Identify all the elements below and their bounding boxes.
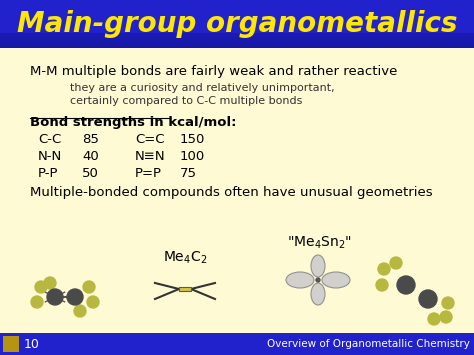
- Bar: [0, 14, 474, 15]
- Text: M-M multiple bonds are fairly weak and rather reactive: M-M multiple bonds are fairly weak and r…: [30, 65, 397, 78]
- Text: Bond strengths in kcal/mol:: Bond strengths in kcal/mol:: [30, 116, 237, 129]
- Text: Me$_4$C$_2$: Me$_4$C$_2$: [163, 250, 207, 266]
- Ellipse shape: [322, 272, 350, 288]
- Bar: [0, 33, 474, 34]
- Circle shape: [35, 281, 47, 293]
- Bar: [0, 38, 474, 39]
- Bar: [0, 41, 474, 42]
- Bar: [0, 3, 474, 4]
- Bar: [0, 4, 474, 5]
- Text: 85: 85: [82, 133, 99, 146]
- Bar: [0, 32, 474, 33]
- Text: C-C: C-C: [38, 133, 61, 146]
- Bar: [0, 34, 474, 35]
- Bar: [0, 12, 474, 13]
- Text: Multiple-bonded compounds often have unusual geometries: Multiple-bonded compounds often have unu…: [30, 186, 433, 199]
- Bar: [0, 39, 474, 40]
- Bar: [0, 1, 474, 2]
- Bar: [3, 336, 19, 352]
- Circle shape: [74, 305, 86, 317]
- Text: 10: 10: [24, 338, 40, 350]
- Bar: [0, 37, 474, 38]
- Circle shape: [376, 279, 388, 291]
- Text: N-N: N-N: [38, 150, 62, 163]
- Bar: [0, 20, 474, 21]
- Bar: [0, 19, 474, 20]
- Bar: [0, 43, 474, 44]
- Text: "Me$_4$Sn$_2$": "Me$_4$Sn$_2$": [287, 235, 353, 251]
- Bar: [0, 18, 474, 19]
- Bar: [0, 11, 474, 12]
- Circle shape: [44, 277, 56, 289]
- Bar: [0, 10, 474, 11]
- Circle shape: [428, 313, 440, 325]
- Bar: [0, 2, 474, 3]
- Bar: [0, 40, 474, 41]
- Ellipse shape: [311, 255, 325, 277]
- Bar: [0, 21, 474, 22]
- Ellipse shape: [286, 272, 314, 288]
- Bar: [0, 45, 474, 46]
- Bar: [0, 44, 474, 45]
- Bar: [0, 8, 474, 9]
- Bar: [0, 0, 474, 48]
- Ellipse shape: [311, 283, 325, 305]
- Bar: [0, 29, 474, 30]
- Circle shape: [47, 289, 63, 305]
- Text: P=P: P=P: [135, 167, 162, 180]
- Circle shape: [31, 296, 43, 308]
- Text: N≡N: N≡N: [135, 150, 165, 163]
- Text: Main-group organometallics: Main-group organometallics: [17, 10, 457, 38]
- Circle shape: [390, 257, 402, 269]
- Circle shape: [419, 290, 437, 308]
- Bar: [0, 15, 474, 16]
- Bar: [179, 287, 191, 291]
- Bar: [0, 23, 474, 24]
- Text: 100: 100: [180, 150, 205, 163]
- Bar: [0, 0, 474, 1]
- Text: 75: 75: [180, 167, 197, 180]
- Text: Overview of Organometallic Chemistry: Overview of Organometallic Chemistry: [267, 339, 470, 349]
- Text: 50: 50: [82, 167, 99, 180]
- Circle shape: [67, 289, 83, 305]
- Bar: [0, 16, 474, 17]
- Bar: [0, 333, 474, 355]
- Circle shape: [87, 296, 99, 308]
- Bar: [0, 26, 474, 27]
- Circle shape: [83, 281, 95, 293]
- Bar: [0, 17, 474, 18]
- Bar: [0, 27, 474, 28]
- Text: 150: 150: [180, 133, 205, 146]
- Bar: [0, 35, 474, 36]
- Bar: [0, 46, 474, 47]
- Circle shape: [316, 278, 320, 282]
- Text: C=C: C=C: [135, 133, 164, 146]
- Bar: [0, 5, 474, 6]
- Text: 40: 40: [82, 150, 99, 163]
- Circle shape: [442, 297, 454, 309]
- Bar: [0, 7, 474, 8]
- Bar: [0, 28, 474, 29]
- Bar: [0, 13, 474, 14]
- Bar: [0, 36, 474, 37]
- Bar: [0, 42, 474, 43]
- Bar: [0, 6, 474, 7]
- Bar: [0, 9, 474, 10]
- Bar: [0, 31, 474, 32]
- Circle shape: [397, 276, 415, 294]
- Bar: [0, 48, 474, 333]
- Bar: [0, 47, 474, 48]
- Bar: [0, 24, 474, 25]
- Bar: [0, 25, 474, 26]
- Text: certainly compared to C-C multiple bonds: certainly compared to C-C multiple bonds: [70, 96, 302, 106]
- Circle shape: [378, 263, 390, 275]
- Circle shape: [440, 311, 452, 323]
- Text: P-P: P-P: [38, 167, 58, 180]
- Text: they are a curiosity and relatively unimportant,: they are a curiosity and relatively unim…: [70, 83, 335, 93]
- Bar: [0, 30, 474, 31]
- Bar: [0, 22, 474, 23]
